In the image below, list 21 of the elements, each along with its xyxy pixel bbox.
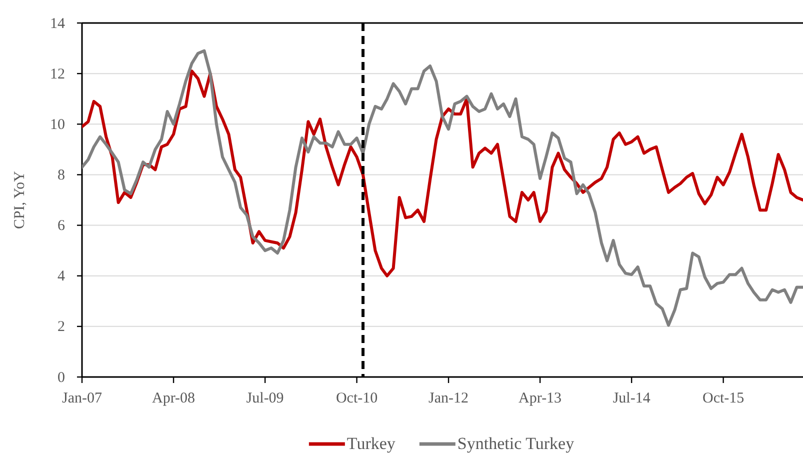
legend-label: Synthetic Turkey <box>457 434 575 453</box>
x-tick-label: Oct-15 <box>702 390 744 406</box>
y-tick-label: 4 <box>58 268 66 285</box>
y-tick-label: 0 <box>58 370 65 386</box>
x-tick-label: Jul-09 <box>246 390 284 406</box>
x-tick-label: Apr-13 <box>518 390 562 406</box>
y-tick-label: 14 <box>50 16 66 32</box>
x-tick-label: Jan-07 <box>62 390 102 406</box>
x-tick-label: Apr-08 <box>152 390 196 406</box>
line-series <box>82 49 803 327</box>
y-axis-title: CPI, YoY <box>12 170 28 229</box>
line-series <box>82 70 803 278</box>
x-tick-label: Jan-12 <box>428 390 469 406</box>
x-tick-label: Jul-14 <box>612 390 651 406</box>
y-tick-label: 8 <box>58 168 65 184</box>
y-tick-label: 2 <box>58 319 65 336</box>
y-tick-label: 6 <box>58 218 66 234</box>
y-tick-label: 12 <box>50 66 65 82</box>
x-tick-label: Oct-10 <box>336 390 378 406</box>
legend-label: Turkey <box>346 434 396 453</box>
y-tick-label: 10 <box>50 116 65 133</box>
